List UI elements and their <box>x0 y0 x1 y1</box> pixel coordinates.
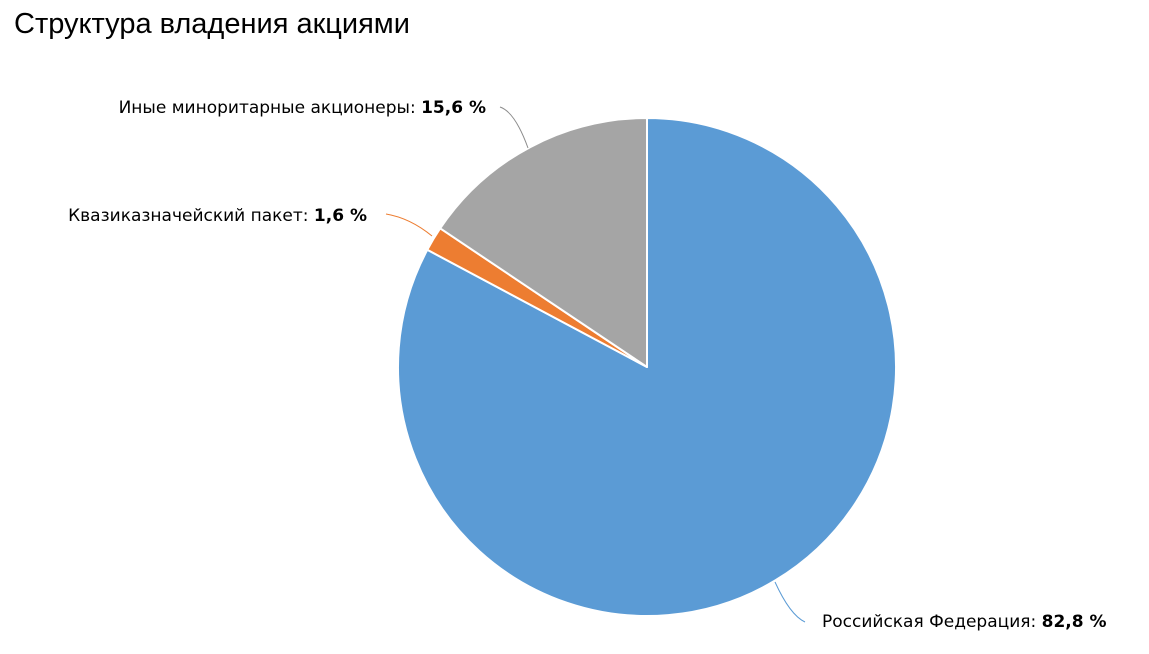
value-label: 82,8 % <box>1041 612 1107 632</box>
leader-line <box>774 581 806 623</box>
value-label: 1,6 % <box>313 206 367 226</box>
separator <box>303 206 314 226</box>
data-label: Квазиказначейский пакет 1,6 % <box>68 206 367 226</box>
separator <box>410 98 421 118</box>
separator <box>1030 612 1041 632</box>
data-label: Российская Федерация 82,8 % <box>822 612 1107 632</box>
pie-slice <box>439 117 648 368</box>
data-label: Иные миноритарные акционеры 15,6 % <box>119 98 486 118</box>
leader-line <box>385 213 433 237</box>
leader-line <box>499 106 529 149</box>
category-name: Российская Федерация <box>822 612 1031 632</box>
chart-title: Структура владения акциями <box>14 8 410 40</box>
category-name: Иные миноритарные акционеры <box>118 98 410 118</box>
category-name: Квазиказначейский пакет <box>68 206 303 226</box>
value-label: 15,6 % <box>421 98 486 118</box>
